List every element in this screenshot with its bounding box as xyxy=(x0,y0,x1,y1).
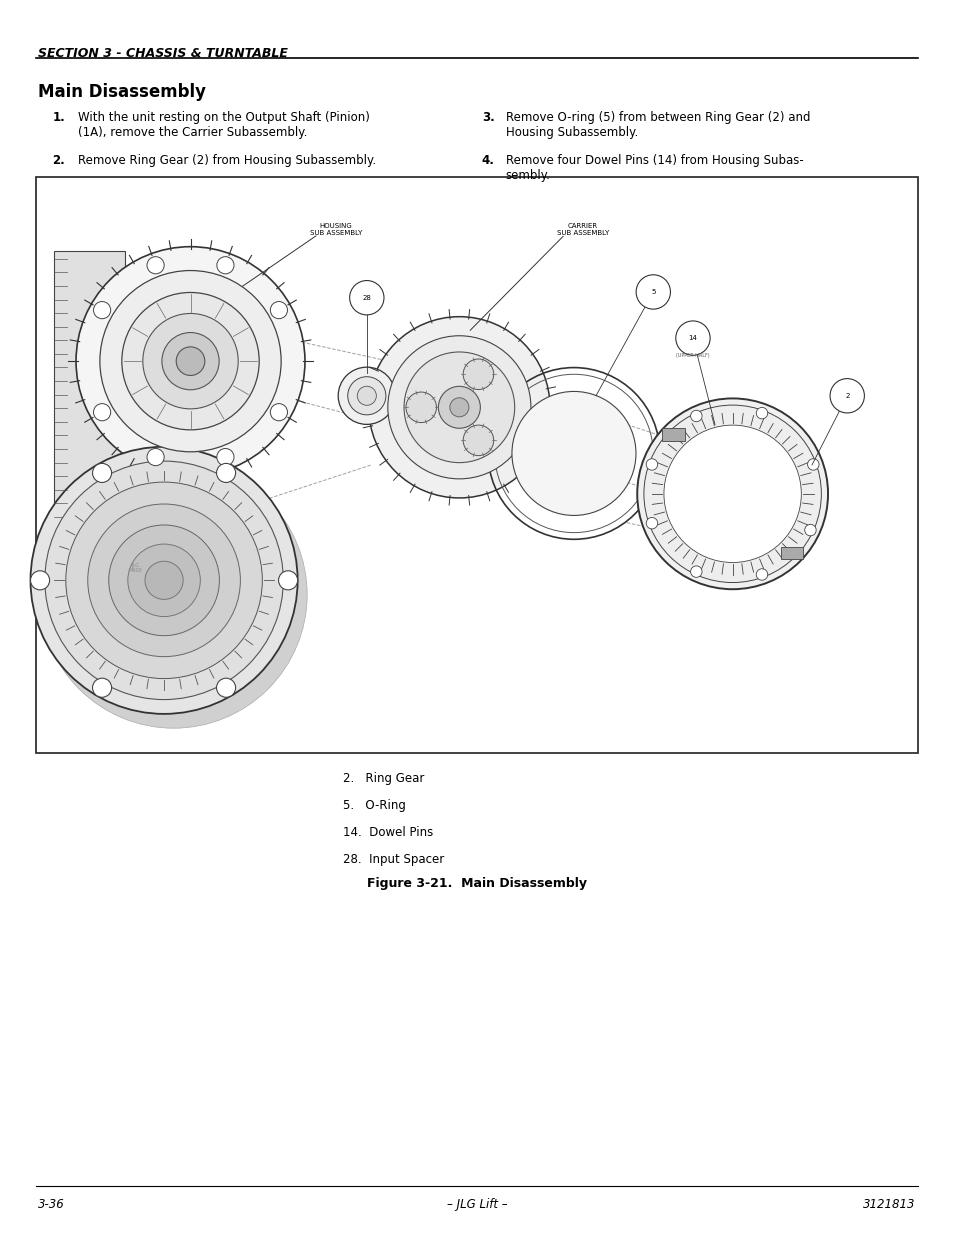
Ellipse shape xyxy=(66,482,262,678)
Text: 3.: 3. xyxy=(481,111,494,125)
Ellipse shape xyxy=(675,321,709,356)
Text: 28.  Input Spacer: 28. Input Spacer xyxy=(343,853,444,867)
Ellipse shape xyxy=(216,463,235,483)
Ellipse shape xyxy=(337,367,395,425)
Text: 14: 14 xyxy=(688,335,697,341)
Ellipse shape xyxy=(145,561,183,599)
Ellipse shape xyxy=(388,336,531,479)
Ellipse shape xyxy=(147,448,164,466)
FancyBboxPatch shape xyxy=(53,251,125,522)
Ellipse shape xyxy=(162,332,219,390)
Text: 28: 28 xyxy=(362,295,371,300)
Text: HOUSING
SUB ASSEMBLY: HOUSING SUB ASSEMBLY xyxy=(310,222,362,236)
Ellipse shape xyxy=(30,571,50,590)
Ellipse shape xyxy=(756,569,767,580)
Ellipse shape xyxy=(109,525,219,636)
Ellipse shape xyxy=(463,359,494,389)
Ellipse shape xyxy=(404,352,515,463)
Ellipse shape xyxy=(128,545,200,616)
Text: JLG
M600: JLG M600 xyxy=(129,563,142,573)
Ellipse shape xyxy=(829,379,863,412)
Text: 3-36: 3-36 xyxy=(38,1198,65,1212)
Ellipse shape xyxy=(804,525,816,536)
Ellipse shape xyxy=(122,293,259,430)
Text: Remove Ring Gear (2) from Housing Subassembly.: Remove Ring Gear (2) from Housing Subass… xyxy=(78,154,375,168)
Ellipse shape xyxy=(92,678,112,698)
Ellipse shape xyxy=(450,398,469,417)
Ellipse shape xyxy=(278,571,297,590)
Text: Main Disassembly: Main Disassembly xyxy=(38,83,206,101)
Ellipse shape xyxy=(347,377,385,415)
Ellipse shape xyxy=(270,404,287,421)
Ellipse shape xyxy=(807,458,819,471)
Ellipse shape xyxy=(40,461,307,729)
Ellipse shape xyxy=(643,405,821,583)
FancyBboxPatch shape xyxy=(780,547,802,559)
Ellipse shape xyxy=(356,387,375,405)
Ellipse shape xyxy=(92,463,112,483)
Ellipse shape xyxy=(645,458,657,471)
Text: Remove four Dowel Pins (14) from Housing Subas-
sembly.: Remove four Dowel Pins (14) from Housing… xyxy=(505,154,802,183)
Text: 4.: 4. xyxy=(481,154,494,168)
Ellipse shape xyxy=(45,461,283,699)
Ellipse shape xyxy=(645,517,657,529)
Text: 1.: 1. xyxy=(52,111,65,125)
Text: Figure 3-21.  Main Disassembly: Figure 3-21. Main Disassembly xyxy=(367,877,586,890)
Ellipse shape xyxy=(369,316,550,498)
Text: Remove O-ring (5) from between Ring Gear (2) and
Housing Subassembly.: Remove O-ring (5) from between Ring Gear… xyxy=(505,111,809,140)
Text: CARRIER
SUB ASSEMBLY: CARRIER SUB ASSEMBLY xyxy=(556,222,608,236)
Ellipse shape xyxy=(663,425,801,562)
Ellipse shape xyxy=(143,314,238,409)
Text: 2.   Ring Gear: 2. Ring Gear xyxy=(343,772,424,785)
Text: 2.: 2. xyxy=(52,154,65,168)
Ellipse shape xyxy=(216,448,233,466)
FancyBboxPatch shape xyxy=(36,177,917,753)
Ellipse shape xyxy=(463,425,494,456)
Ellipse shape xyxy=(93,301,111,319)
Ellipse shape xyxy=(93,404,111,421)
Text: 5: 5 xyxy=(651,289,655,295)
Ellipse shape xyxy=(512,391,636,515)
Ellipse shape xyxy=(636,274,670,309)
Text: 5.   O-Ring: 5. O-Ring xyxy=(343,799,406,813)
Ellipse shape xyxy=(637,399,827,589)
Ellipse shape xyxy=(216,678,235,698)
Text: 2: 2 xyxy=(844,393,848,399)
Ellipse shape xyxy=(690,566,701,577)
Ellipse shape xyxy=(349,280,383,315)
Text: 14.  Dowel Pins: 14. Dowel Pins xyxy=(343,826,434,840)
FancyBboxPatch shape xyxy=(661,429,684,441)
Ellipse shape xyxy=(756,408,767,419)
Text: (UPPER HALF): (UPPER HALF) xyxy=(676,352,709,357)
Text: SECTION 3 - CHASSIS & TURNTABLE: SECTION 3 - CHASSIS & TURNTABLE xyxy=(38,47,288,61)
Text: With the unit resting on the Output Shaft (Pinion)
(1A), remove the Carrier Suba: With the unit resting on the Output Shaf… xyxy=(78,111,370,140)
Ellipse shape xyxy=(176,347,205,375)
Ellipse shape xyxy=(88,504,240,657)
Ellipse shape xyxy=(406,391,436,422)
Ellipse shape xyxy=(690,410,701,421)
Ellipse shape xyxy=(147,257,164,274)
Ellipse shape xyxy=(270,301,287,319)
Text: 3121813: 3121813 xyxy=(862,1198,915,1212)
Text: – JLG Lift –: – JLG Lift – xyxy=(446,1198,507,1212)
Ellipse shape xyxy=(216,257,233,274)
Ellipse shape xyxy=(76,247,305,475)
Ellipse shape xyxy=(438,387,480,429)
Ellipse shape xyxy=(100,270,281,452)
Ellipse shape xyxy=(30,447,297,714)
